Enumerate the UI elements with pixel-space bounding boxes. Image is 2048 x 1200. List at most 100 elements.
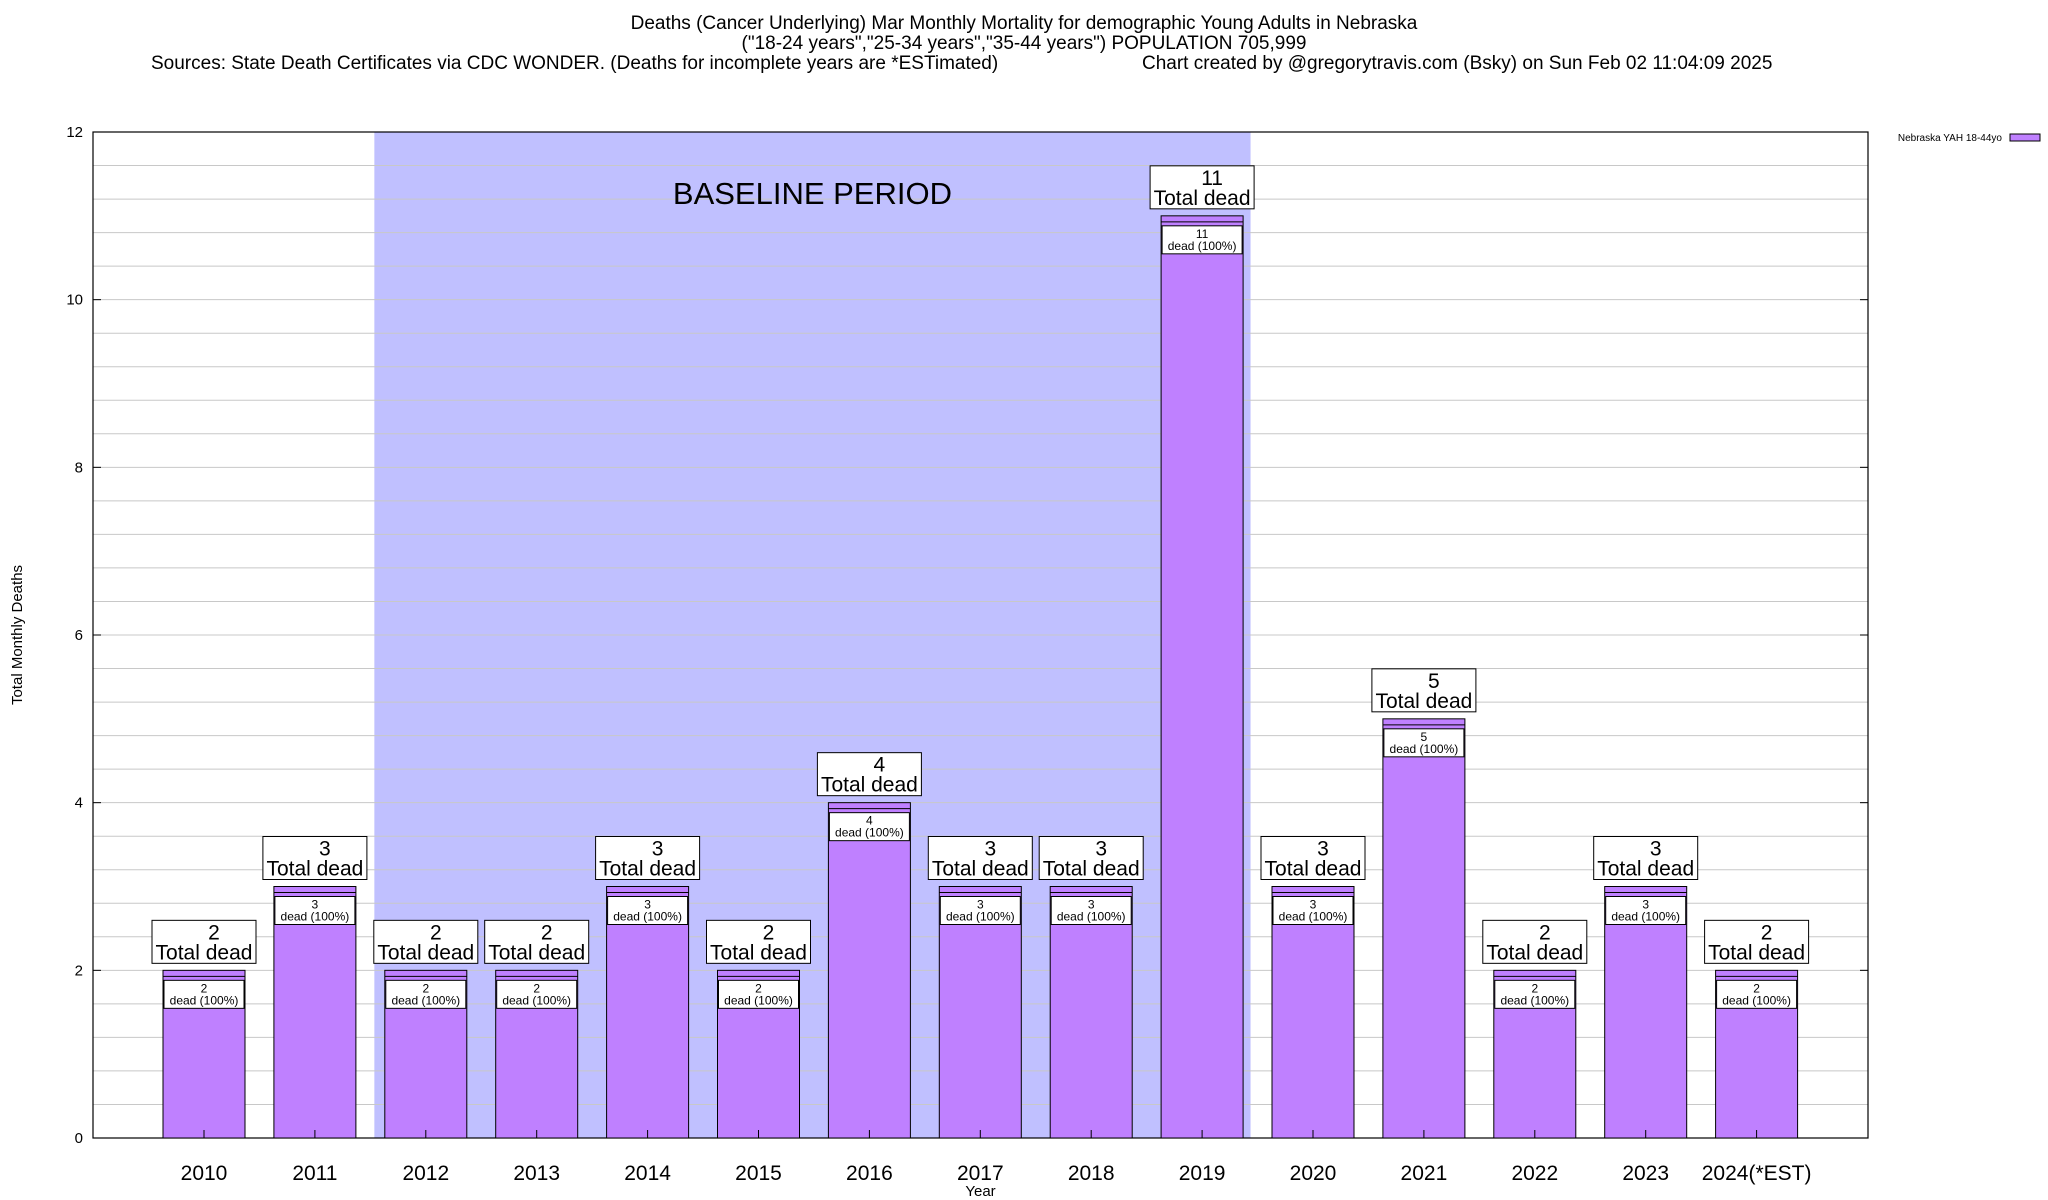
inner-percent-label: dead (100%) [391,993,460,1007]
total-value-label: 3 [1317,838,1329,861]
chart-subtitle: ("18-24 years","25-34 years","35-44 year… [741,33,1307,54]
x-tick-label: 2017 [957,1162,1004,1185]
total-label-box [151,919,257,964]
total-value-label: 5 [1428,670,1440,693]
total-label-box [927,836,1033,880]
y-axis-label: Total Monthly Deaths [9,565,26,705]
x-tick-label: 2018 [1068,1162,1115,1185]
total-dead-label: Total dead [599,858,696,881]
inner-label-box [1605,896,1687,925]
total-value-label: 3 [319,838,331,861]
total-dead-label: Total dead [710,941,807,964]
inner-label-box [828,812,910,842]
inner-label-box [163,979,245,1009]
x-tick-label: 2023 [1622,1162,1669,1185]
baseline-period-label: BASELINE PERIOD [673,176,952,211]
bar [1049,886,1133,1139]
bar [606,886,690,1139]
total-dead-label: Total dead [1486,941,1583,964]
x-tick-label: 2019 [1179,1162,1226,1185]
total-dead-label: Total dead [1597,858,1694,881]
total-label-box [1482,919,1588,964]
x-tick-label: 2015 [735,1162,782,1185]
y-tick-label: 12 [66,124,83,141]
bar [938,886,1022,1139]
inner-percent-label: dead (100%) [1168,239,1237,253]
total-dead-label: Total dead [1265,858,1362,881]
total-label-box [1149,165,1255,210]
total-value-label: 2 [763,921,775,944]
bar [1604,886,1688,1139]
total-label-box [595,836,701,880]
total-value-label: 2 [430,921,442,944]
inner-label-box [1383,728,1465,758]
legend-swatch [2009,133,2041,142]
chart-title: Deaths (Cancer Underlying) Mar Monthly M… [630,13,1418,34]
inner-percent-label: dead (100%) [281,910,350,924]
inner-percent-label: dead (100%) [613,910,682,924]
total-label-box [484,919,590,964]
x-tick-label: 2024(*EST) [1702,1162,1812,1185]
inner-percent-label: dead (100%) [946,910,1015,924]
total-label-box [1593,836,1699,880]
inner-value-label: 11 [1196,227,1209,241]
inner-value-label: 2 [201,981,208,995]
total-value-label: 2 [1539,921,1551,944]
total-label-box [373,919,479,964]
total-label-box [262,836,368,880]
total-value-label: 3 [1650,838,1662,861]
inner-label-box [607,896,689,925]
bar [273,886,357,1139]
x-tick-label: 2011 [292,1162,337,1185]
total-label-box [706,919,811,964]
inner-label-box [1050,896,1132,925]
inner-label-box [496,979,578,1009]
total-dead-label: Total dead [266,858,363,881]
inner-value-label: 2 [1531,981,1538,995]
inner-value-label: 3 [1310,898,1317,912]
x-axis-label: Year [965,1183,995,1200]
total-dead-label: Total dead [1043,858,1140,881]
total-dead-label: Total dead [932,858,1029,881]
x-tick-label: 2014 [624,1162,671,1185]
inner-value-label: 4 [866,814,873,828]
total-value-label: 4 [874,754,886,777]
inner-label-box [274,896,356,925]
inner-label-box [718,979,799,1009]
total-value-label: 11 [1201,167,1223,190]
inner-value-label: 2 [533,981,540,995]
bar [1271,886,1355,1139]
total-dead-label: Total dead [488,941,585,964]
inner-percent-label: dead (100%) [1500,993,1569,1007]
x-tick-label: 2020 [1290,1162,1337,1185]
inner-label-box [1716,979,1798,1009]
x-tick-label: 2012 [402,1162,449,1185]
inner-value-label: 3 [1642,898,1649,912]
x-tick-label: 2022 [1511,1162,1558,1185]
chart-credit: Chart created by @gregorytravis.com (Bsk… [1142,53,1773,74]
inner-percent-label: dead (100%) [724,993,793,1007]
inner-percent-label: dead (100%) [1722,993,1791,1007]
total-value-label: 3 [652,838,664,861]
inner-value-label: 3 [977,898,984,912]
total-label-box [816,752,922,797]
inner-value-label: 3 [312,898,319,912]
inner-percent-label: dead (100%) [1611,910,1680,924]
total-label-box [1704,919,1810,964]
x-tick-label: 2021 [1401,1162,1448,1185]
y-tick-label: 0 [75,1130,83,1147]
total-value-label: 3 [1095,838,1107,861]
y-tick-label: 8 [75,459,83,476]
inner-label-box [939,896,1021,925]
chart-sources: Sources: State Death Certificates via CD… [151,53,999,74]
inner-percent-label: dead (100%) [170,993,239,1007]
bar [1160,215,1244,1139]
inner-percent-label: dead (100%) [1057,910,1126,924]
bar [1382,718,1466,1139]
x-tick-label: 2013 [513,1162,560,1185]
inner-value-label: 3 [1088,898,1095,912]
inner-percent-label: dead (100%) [835,826,904,840]
total-dead-label: Total dead [821,774,918,797]
total-dead-label: Total dead [156,941,253,964]
